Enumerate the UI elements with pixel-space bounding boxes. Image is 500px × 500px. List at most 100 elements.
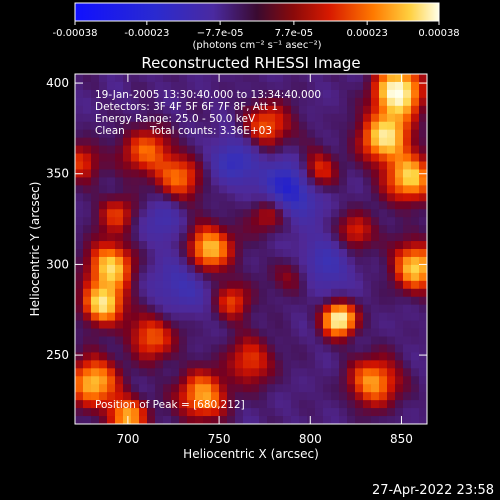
heatmap-cell [339, 169, 348, 178]
heatmap-cell [227, 89, 236, 99]
heatmap-cell [83, 368, 92, 377]
heatmap-cell [107, 416, 116, 424]
heatmap-cell [283, 97, 292, 107]
heatmap-cell [139, 408, 148, 417]
heatmap-cell [243, 129, 252, 139]
heatmap-cell [83, 105, 92, 115]
heatmap-cell [99, 161, 108, 171]
heatmap-cell [259, 264, 268, 274]
heatmap-cell [155, 344, 164, 353]
heatmap-cell [115, 288, 124, 298]
heatmap-cell [195, 113, 204, 123]
heatmap-cell [307, 209, 316, 218]
heatmap-cell [139, 97, 148, 107]
heatmap-cell [307, 153, 316, 163]
heatmap-cell [291, 145, 300, 155]
heatmap-cell [331, 233, 340, 242]
heatmap-cell [211, 241, 220, 250]
heatmap-cell [139, 392, 148, 401]
heatmap-cell [267, 153, 276, 163]
heatmap-cell [203, 137, 212, 147]
heatmap-cell [235, 121, 244, 131]
heatmap-cell [243, 113, 252, 123]
heatmap-cell [307, 137, 316, 147]
heatmap-cell [355, 225, 364, 234]
heatmap-cell [211, 193, 220, 202]
heatmap-cell [299, 137, 308, 147]
heatmap-cell [235, 153, 244, 163]
heatmap-cell [267, 217, 276, 226]
heatmap-cell [251, 81, 260, 91]
heatmap-cell [355, 288, 364, 298]
heatmap-cell [115, 97, 124, 107]
heatmap-cell [107, 121, 116, 131]
heatmap-cell [315, 193, 324, 202]
heatmap-cell [187, 185, 196, 194]
heatmap-cell [219, 328, 228, 338]
heatmap-cell [171, 233, 180, 242]
heatmap-cell [235, 328, 244, 338]
heatmap-cell [331, 241, 340, 250]
heatmap-cell [403, 89, 412, 99]
heatmap-cell [123, 304, 132, 314]
heatmap-cell [131, 360, 140, 369]
heatmap-cell [395, 304, 404, 314]
heatmap-cell [251, 161, 260, 171]
heatmap-cell [115, 81, 124, 91]
heatmap-cell [339, 368, 348, 377]
heatmap-cell [163, 304, 172, 314]
heatmap-cell [395, 201, 404, 210]
heatmap-cell [363, 185, 372, 194]
heatmap-cell [163, 368, 172, 377]
heatmap-cell [259, 153, 268, 163]
heatmap-cell [339, 288, 348, 298]
heatmap-cell [83, 328, 92, 338]
heatmap-cell [131, 288, 140, 298]
heatmap-cell [395, 256, 404, 266]
heatmap-cell [411, 225, 420, 234]
heatmap-cell [323, 344, 332, 353]
heatmap-cell [315, 137, 324, 147]
heatmap-cell [299, 121, 308, 131]
heatmap-cell [387, 264, 396, 274]
heatmap-cell [267, 392, 276, 401]
heatmap-cell [211, 296, 220, 306]
heatmap-cell [131, 280, 140, 290]
heatmap-cell [251, 336, 260, 346]
heatmap-cell [355, 312, 364, 322]
heatmap-cell [379, 392, 388, 401]
heatmap-cell [259, 169, 268, 178]
heatmap-cell [139, 217, 148, 226]
heatmap-cell [83, 161, 92, 171]
heatmap-cell [251, 89, 260, 99]
heatmap-cell [187, 249, 196, 258]
heatmap-cell [203, 145, 212, 155]
heatmap-cell [259, 201, 268, 210]
heatmap-cell [251, 129, 260, 139]
heatmap-cell [195, 264, 204, 274]
heatmap-cell [267, 328, 276, 338]
heatmap-cell [187, 408, 196, 417]
heatmap-cell [315, 153, 324, 163]
heatmap-cell [395, 185, 404, 194]
heatmap-cell [235, 264, 244, 274]
heatmap-cell [227, 193, 236, 202]
heatmap-cell [91, 272, 100, 282]
heatmap-cell [299, 288, 308, 298]
heatmap-cell [195, 296, 204, 306]
heatmap-cell [75, 384, 84, 393]
heatmap-cell [339, 392, 348, 401]
heatmap-cell [187, 97, 196, 107]
heatmap-cell [395, 81, 404, 91]
heatmap-cell [419, 137, 427, 147]
heatmap-cell [75, 177, 84, 186]
heatmap-cell [379, 304, 388, 314]
heatmap-cell [99, 320, 108, 330]
heatmap-cell [179, 312, 188, 322]
heatmap-cell [339, 249, 348, 258]
heatmap-cell [419, 161, 427, 171]
heatmap-cell [355, 400, 364, 409]
heatmap-cell [219, 312, 228, 322]
heatmap-cell [107, 249, 116, 258]
heatmap-cell [283, 264, 292, 274]
